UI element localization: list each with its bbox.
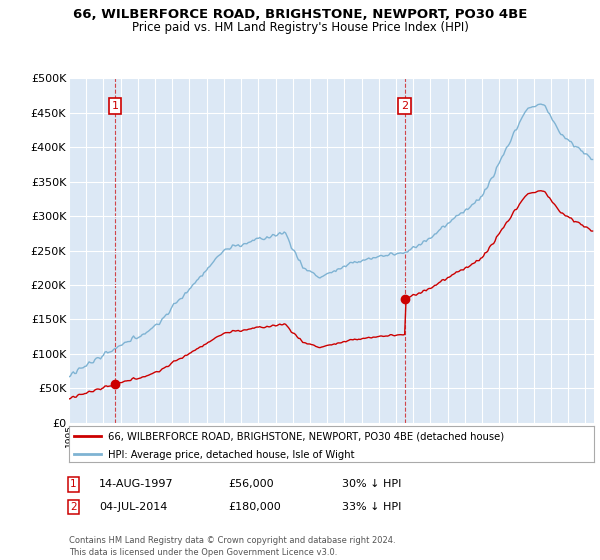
Text: Price paid vs. HM Land Registry's House Price Index (HPI): Price paid vs. HM Land Registry's House … <box>131 21 469 34</box>
Text: £180,000: £180,000 <box>228 502 281 512</box>
Text: 04-JUL-2014: 04-JUL-2014 <box>99 502 167 512</box>
Text: 2: 2 <box>401 101 408 111</box>
Text: Contains HM Land Registry data © Crown copyright and database right 2024.
This d: Contains HM Land Registry data © Crown c… <box>69 536 395 557</box>
Text: 66, WILBERFORCE ROAD, BRIGHSTONE, NEWPORT, PO30 4BE: 66, WILBERFORCE ROAD, BRIGHSTONE, NEWPOR… <box>73 8 527 21</box>
Text: 33% ↓ HPI: 33% ↓ HPI <box>342 502 401 512</box>
Text: 1: 1 <box>70 479 77 489</box>
Text: HPI: Average price, detached house, Isle of Wight: HPI: Average price, detached house, Isle… <box>109 450 355 460</box>
Text: 14-AUG-1997: 14-AUG-1997 <box>99 479 173 489</box>
Text: 2: 2 <box>70 502 77 512</box>
Text: 1: 1 <box>112 101 118 111</box>
Text: £56,000: £56,000 <box>228 479 274 489</box>
Text: 66, WILBERFORCE ROAD, BRIGHSTONE, NEWPORT, PO30 4BE (detached house): 66, WILBERFORCE ROAD, BRIGHSTONE, NEWPOR… <box>109 432 505 441</box>
Text: 30% ↓ HPI: 30% ↓ HPI <box>342 479 401 489</box>
